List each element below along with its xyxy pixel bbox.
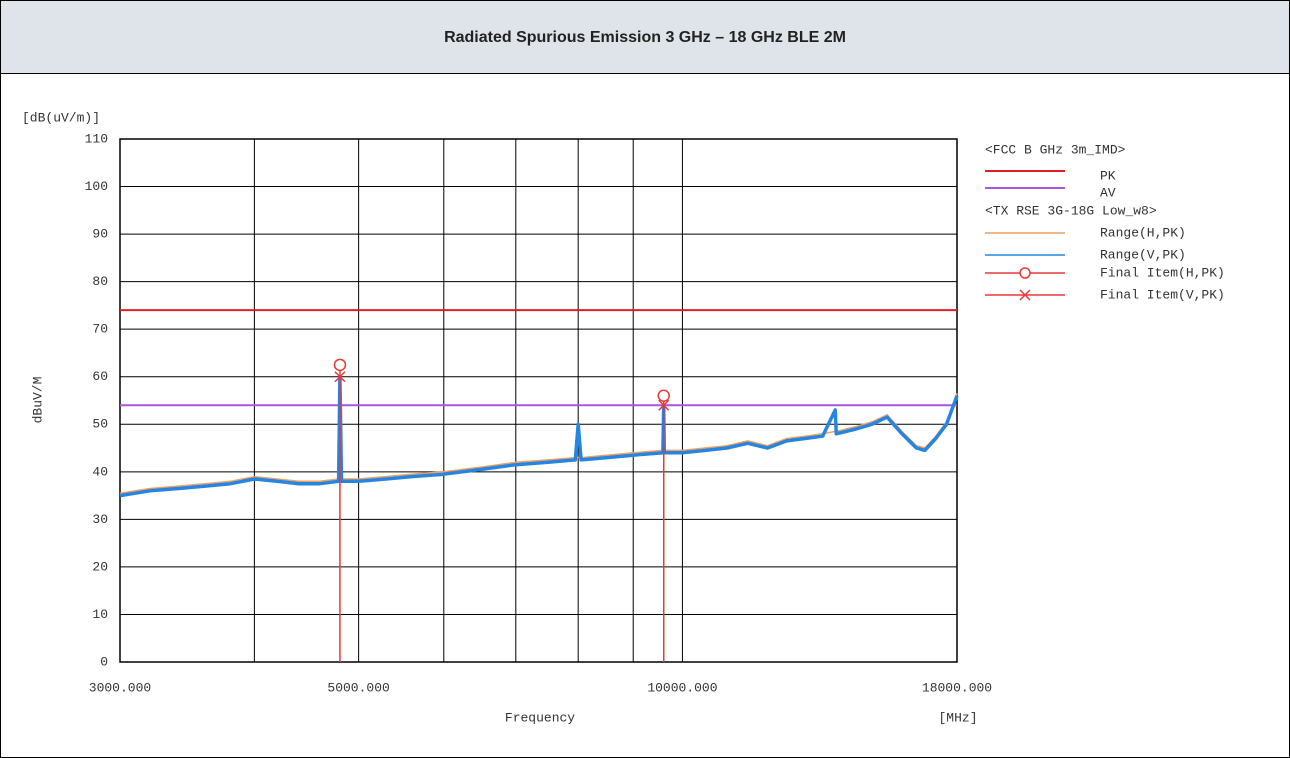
legend-label: Range(V,PK) [1100, 247, 1186, 262]
x-label: Frequency [505, 710, 575, 725]
legend-group: <TX RSE 3G-18G Low_w8> [985, 203, 1157, 218]
header-bg [1, 1, 1289, 73]
legend-marker [1019, 267, 1031, 279]
y-tick-label: 100 [85, 179, 108, 194]
y-tick-label: 60 [92, 369, 108, 384]
final-marker [658, 399, 670, 411]
y-unit: [dB(uV/m)] [22, 110, 100, 125]
trace [119, 393, 958, 494]
legend-label: Final Item(H,PK) [1100, 265, 1225, 280]
y-tick-label: 20 [92, 559, 108, 574]
legend-label: Range(H,PK) [1100, 225, 1186, 240]
x-tick-label: 5000.000 [327, 680, 389, 695]
y-label: dBuV/M [30, 377, 45, 424]
final-marker [657, 389, 670, 402]
y-tick-label: 50 [92, 417, 108, 432]
legend-label: AV [1100, 185, 1116, 200]
final-marker [333, 358, 347, 372]
x-tick-label: 3000.000 [89, 680, 151, 695]
y-tick-label: 70 [92, 322, 108, 337]
y-tick-label: 90 [92, 227, 108, 242]
x-tick-label: 18000.000 [922, 680, 992, 695]
header-title: Radiated Spurious Emission 3 GHz – 18 GH… [444, 29, 846, 46]
trace [119, 374, 959, 498]
legend-group: <FCC B GHz 3m_IMD> [985, 142, 1126, 157]
final-marker [334, 371, 346, 383]
y-tick-label: 40 [92, 464, 108, 479]
y-tick-label: 30 [92, 512, 108, 527]
legend-label: PK [1100, 168, 1116, 183]
legend-label: Final Item(V,PK) [1100, 287, 1225, 302]
y-tick-label: 10 [92, 607, 108, 622]
x-unit: [MHz] [938, 710, 977, 725]
y-tick-label: 80 [92, 274, 108, 289]
y-tick-label: 0 [100, 654, 108, 669]
legend-marker [1019, 289, 1031, 301]
x-tick-label: 10000.000 [647, 680, 717, 695]
y-tick-label: 110 [85, 131, 108, 146]
